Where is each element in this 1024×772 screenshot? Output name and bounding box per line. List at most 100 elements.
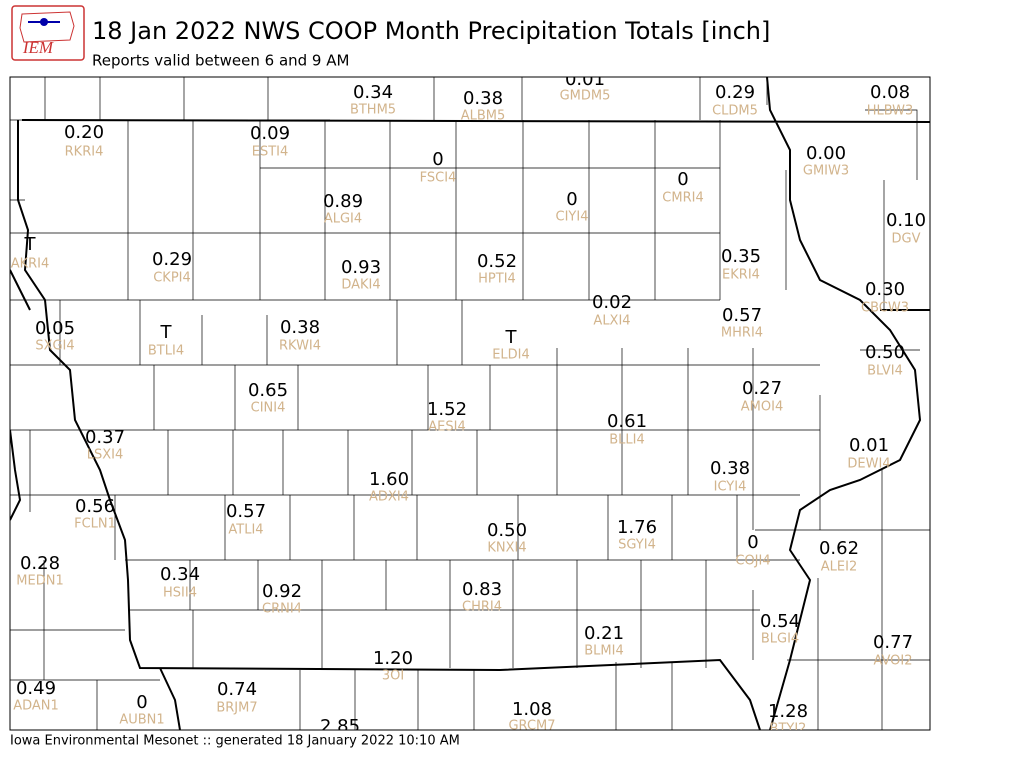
station-id: GMIW3 (803, 164, 849, 179)
station-value: 0.00 (806, 143, 846, 164)
station-id: ALGI4 (324, 212, 362, 227)
station-value: 1.76 (617, 517, 657, 538)
station-id: ESTI4 (252, 145, 289, 160)
station-value: 0.57 (226, 501, 266, 522)
station-id: CINI4 (251, 401, 286, 416)
station-id: AUBN1 (119, 713, 164, 728)
station-id: ADAN1 (13, 699, 59, 714)
station-id: SGYI4 (618, 538, 656, 553)
station-id: DAKI4 (341, 278, 380, 293)
station-value: 0.89 (323, 191, 363, 212)
station-id: SXGI4 (35, 339, 74, 354)
station-value: 0.83 (462, 579, 502, 600)
station-id: EKRI4 (722, 268, 760, 283)
station-id: BLGI4 (761, 632, 799, 647)
station-value: T (505, 327, 518, 348)
station-id: DGV (892, 232, 921, 247)
station-id: ALXI4 (593, 314, 630, 329)
station-id: AMOI4 (741, 400, 783, 415)
logo-text: IEM (22, 38, 54, 57)
station-value: 0.65 (248, 380, 288, 401)
station-value: 0.29 (152, 249, 192, 270)
station-id: ALBM5 (461, 109, 506, 124)
station-id: HSII4 (163, 586, 197, 601)
station-value: 0 (566, 189, 577, 210)
station-id: BRJM7 (216, 701, 257, 716)
station-id: ADXI4 (369, 490, 409, 505)
station-id: MEDN1 (16, 574, 63, 589)
station-id: KNXI4 (487, 541, 526, 556)
station-id: RKWI4 (279, 339, 321, 354)
subtitle: Reports valid between 6 and 9 AM (92, 52, 349, 70)
station-value: 0 (432, 149, 443, 170)
station-value: 0.56 (75, 496, 115, 517)
footer: Iowa Environmental Mesonet :: generated … (10, 734, 460, 749)
station-value: 0.37 (85, 427, 125, 448)
station-value: 0.38 (710, 458, 750, 479)
station-value: 0.93 (341, 257, 381, 278)
station-id: ICYI4 (714, 480, 747, 495)
logo: IEM (11, 5, 85, 61)
station-value: 0.61 (607, 411, 647, 432)
station-value: 0.92 (262, 581, 302, 602)
station-id: CHRI4 (462, 600, 502, 615)
station-value: 0.50 (487, 520, 527, 541)
map-lines (10, 77, 930, 730)
station-value: 0.01 (849, 435, 889, 456)
station-value: 0 (677, 169, 688, 190)
station-value: 0.20 (64, 122, 104, 143)
station-value: 1.52 (427, 399, 467, 420)
station-value: 0 (747, 532, 758, 553)
station-value: 0.35 (721, 246, 761, 267)
station-id: CKPI4 (153, 271, 191, 286)
station-value: 0.57 (722, 305, 762, 326)
station-id: FCLN1 (74, 517, 116, 532)
station-id: MHRI4 (721, 326, 763, 341)
station-value: 2.85 (320, 716, 360, 737)
station-id: BTYI2 (770, 722, 807, 737)
station-id: GRCM7 (508, 719, 555, 734)
station-value: 0.30 (865, 279, 905, 300)
station-id: BLLI4 (609, 433, 645, 448)
station-value: 0.62 (819, 538, 859, 559)
station-value: 0.27 (742, 378, 782, 399)
station-value: 0.74 (217, 679, 257, 700)
station-id: CMRI4 (662, 191, 703, 206)
station-value: 0.38 (463, 88, 503, 109)
station-id: AVOI2 (873, 654, 912, 669)
station-value: T (24, 234, 37, 255)
station-value: 0 (136, 692, 147, 713)
station-id: HPTI4 (478, 272, 516, 287)
station-id: CRNI4 (262, 602, 302, 617)
station-value: 0.54 (760, 611, 800, 632)
station-id: GMDM5 (560, 89, 611, 104)
station-value: 0.28 (20, 553, 60, 574)
station-id: COJI4 (735, 554, 770, 569)
station-id: BTLI4 (148, 344, 184, 359)
station-value: 0.21 (584, 623, 624, 644)
station-value: T (160, 322, 173, 343)
station-value: 0.77 (873, 632, 913, 653)
station-value: 1.60 (369, 469, 409, 490)
station-id: RKRI4 (65, 145, 104, 160)
station-value: 0.02 (592, 292, 632, 313)
station-id: AKRI4 (11, 257, 50, 272)
station-value: 0.05 (35, 318, 75, 339)
station-id: FSCI4 (420, 171, 457, 186)
station-value: 0.49 (16, 678, 56, 699)
station-id: LSXI4 (87, 448, 124, 463)
station-id: HLBW3 (867, 104, 914, 119)
station-id: CIYI4 (556, 210, 589, 225)
station-value: 0.50 (865, 342, 905, 363)
station-id: 3OI (382, 669, 404, 684)
station-value: 0.34 (160, 564, 200, 585)
station-id: ATLI4 (228, 523, 263, 538)
station-id: ELDI4 (492, 348, 530, 363)
station-value: 0.52 (477, 251, 517, 272)
station-value: 1.28 (768, 701, 808, 722)
station-id: ALEI2 (821, 560, 857, 575)
station-value: 0.08 (870, 82, 910, 103)
station-id: BLMI4 (584, 644, 623, 659)
